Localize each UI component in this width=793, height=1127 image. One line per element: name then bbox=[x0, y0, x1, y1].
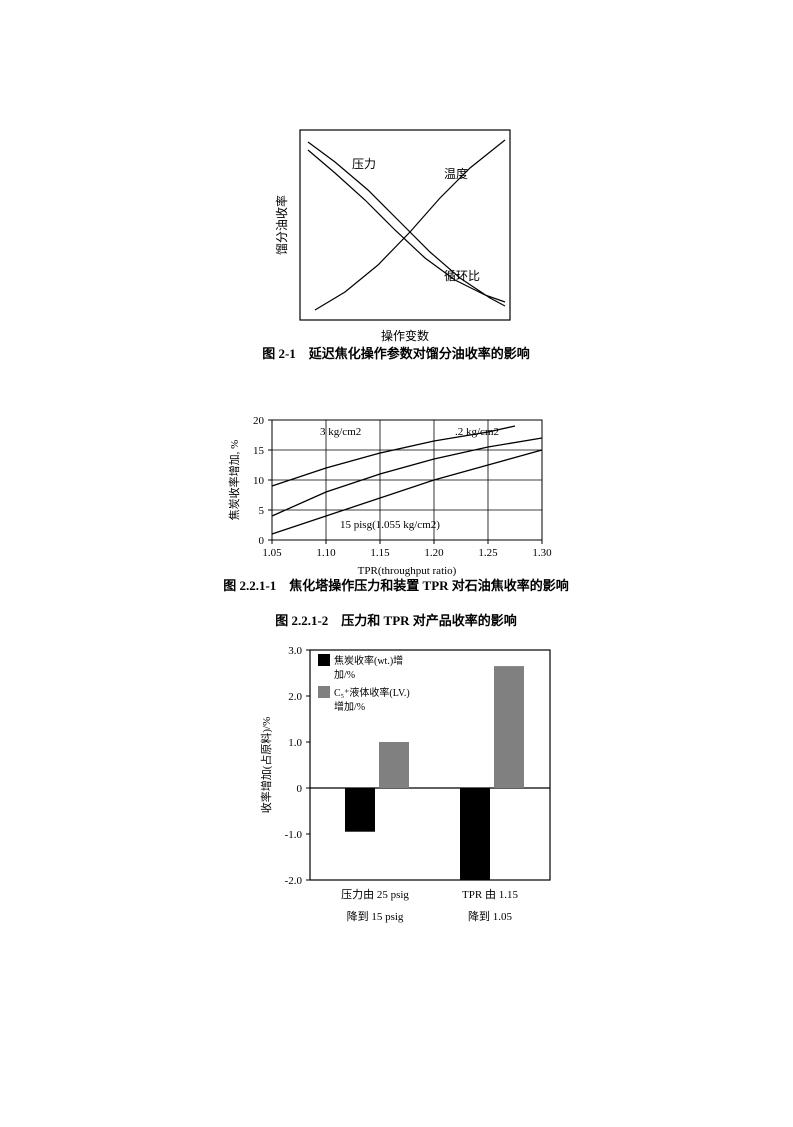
fig3-legend-liquid-label: 增加/% bbox=[334, 700, 365, 713]
fig3-legend-liquid-label: C₅⁺液体收率(LV.) bbox=[334, 686, 410, 699]
fig1-temperature-label: 温度 bbox=[444, 166, 468, 181]
fig3-ytick: 2.0 bbox=[288, 691, 302, 703]
fig3-ylabel: 收率增加(占原料)/% bbox=[259, 717, 273, 814]
fig3-legend-coke-swatch bbox=[318, 654, 330, 666]
fig3-group-label: 降到 15 psig bbox=[347, 909, 404, 923]
fig2-series-label: 3 kg/cm2 bbox=[320, 426, 361, 438]
fig2-xtick: 1.20 bbox=[424, 547, 444, 559]
fig2-xtick: 1.10 bbox=[316, 547, 336, 559]
fig3-ytick: 1.0 bbox=[288, 737, 302, 749]
fig2-series-label: 15 pisg(1.055 kg/cm2) bbox=[340, 519, 440, 531]
fig3-liquid-bar bbox=[379, 742, 409, 788]
fig3-liquid-bar bbox=[494, 666, 524, 788]
fig3-ytick: 0 bbox=[297, 783, 303, 795]
fig2-xtick: 1.25 bbox=[478, 547, 498, 559]
fig2-series-label: .2 kg/cm2 bbox=[455, 426, 499, 438]
fig1-xlabel: 操作变数 bbox=[381, 328, 429, 343]
fig2-xtick: 1.30 bbox=[532, 547, 552, 559]
fig3-group-label: 压力由 25 psig bbox=[341, 887, 409, 901]
fig2-ytick: 10 bbox=[253, 475, 265, 487]
fig1-ylabel: 馏分油收率 bbox=[274, 195, 289, 255]
fig2-ylabel: 焦炭收率增加, % bbox=[227, 440, 241, 521]
fig1-caption: 图 2-1 延迟焦化操作参数对馏分油收率的影响 bbox=[262, 346, 530, 361]
fig3-ytick: -2.0 bbox=[285, 875, 303, 887]
fig3-legend-coke-label: 加/% bbox=[334, 669, 355, 681]
fig3-coke-bar bbox=[460, 788, 490, 880]
fig3-coke-bar bbox=[345, 788, 375, 832]
fig3-ytick: 3.0 bbox=[288, 645, 302, 657]
fig2-caption: 图 2.2.1-1 焦化塔操作压力和装置 TPR 对石油焦收率的影响 bbox=[223, 578, 569, 593]
fig2-ytick: 0 bbox=[259, 535, 265, 547]
fig3-legend-liquid-swatch bbox=[318, 686, 330, 698]
fig1-recycle-label: 循环比 bbox=[444, 269, 480, 283]
page-svg: 压力温度循环比 馏分油收率操作变数图 2-1 延迟焦化操作参数对馏分油收率的影响 0… bbox=[0, 0, 793, 1122]
fig1-pressure-label: 压力 bbox=[352, 157, 376, 171]
fig3-group-label: 降到 1.05 bbox=[468, 909, 512, 923]
fig2-ytick: 15 bbox=[253, 445, 265, 457]
fig2-xtick: 1.15 bbox=[370, 547, 390, 559]
fig2-xlabel: TPR(throughput ratio) bbox=[358, 565, 457, 577]
fig3-group-label: TPR 由 1.15 bbox=[462, 887, 518, 901]
fig2-ytick: 5 bbox=[259, 505, 265, 517]
fig3-title: 图 2.2.1-2 压力和 TPR 对产品收率的影响 bbox=[275, 613, 517, 628]
fig3-legend-coke-label: 焦炭收率(wt.)增 bbox=[334, 654, 403, 667]
fig3-ytick: -1.0 bbox=[285, 829, 303, 841]
fig2-ytick: 20 bbox=[253, 415, 265, 427]
fig2-xtick: 1.05 bbox=[262, 547, 282, 559]
